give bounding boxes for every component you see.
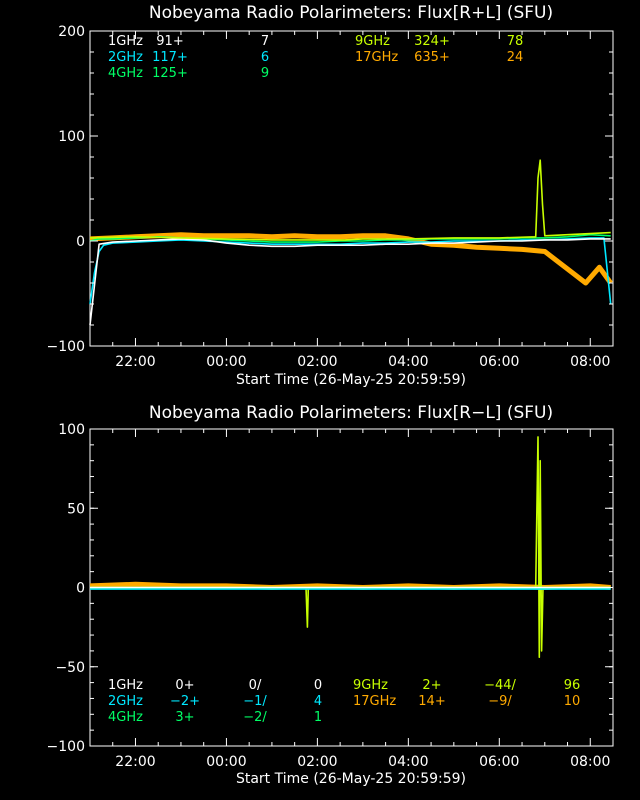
y-tick-label: 0 <box>76 234 85 250</box>
x-tick-label: 00:00 <box>206 754 246 770</box>
series-line-17ghz <box>89 232 613 286</box>
x-tick-label: 08:00 <box>570 754 610 770</box>
series-line-1ghz <box>89 238 611 326</box>
legend-value: −2/ <box>243 710 267 725</box>
legend-extra: 10 <box>564 694 581 709</box>
legend-band: 9GHz <box>353 678 388 693</box>
axis-layer: 22:00 00:00 02:00 04:00 06:00 08:00 200 100 0 −10… <box>47 24 613 370</box>
x-tick-label: 06:00 <box>479 754 519 770</box>
legend-band: 4GHz <box>108 710 143 725</box>
legend-value: −9/ <box>488 694 512 709</box>
x-tick-label: 08:00 <box>570 354 610 370</box>
legend-band: 4GHz <box>108 66 143 81</box>
y-tick-label: 200 <box>58 24 85 40</box>
legend-extra: 0 <box>314 678 322 693</box>
y-tick-label: 100 <box>58 422 85 438</box>
legend-value: 78 <box>507 34 524 49</box>
legend-value: 6 <box>261 50 269 65</box>
legend-base: 2+ <box>422 678 441 693</box>
chart-title: Nobeyama Radio Polarimeters: Flux[R−L] (… <box>149 403 553 423</box>
y-tick-label: −50 <box>55 660 85 676</box>
legend: 1GHz 91+ 7 2GHz 117+ 6 4GHz 125+ 9 9GHz 324+ 78 17GH… <box>108 34 523 81</box>
legend-value: 0/ <box>249 678 262 693</box>
x-axis-label: Start Time (26-May-25 20:59:59) <box>236 372 466 388</box>
legend-base: 91+ <box>156 34 183 49</box>
series-line-9ghz <box>90 436 611 659</box>
y-tick-label: 0 <box>76 581 85 597</box>
x-tick-label: 02:00 <box>297 354 337 370</box>
chart-title: Nobeyama Radio Polarimeters: Flux[R+L] (… <box>149 3 553 23</box>
legend-band: 1GHz <box>108 678 143 693</box>
legend-base: 3+ <box>175 710 194 725</box>
legend-base: 125+ <box>152 66 188 81</box>
x-tick-label: 04:00 <box>388 754 428 770</box>
legend-base: 0+ <box>175 678 194 693</box>
x-tick-label: 04:00 <box>388 354 428 370</box>
x-tick-label: 06:00 <box>479 354 519 370</box>
legend-base: 635+ <box>414 50 450 65</box>
legend-band: 1GHz <box>108 34 143 49</box>
legend-value: 9 <box>261 66 269 81</box>
x-tick-label: 22:00 <box>115 754 155 770</box>
legend-band: 9GHz <box>355 34 390 49</box>
x-tick-label: 22:00 <box>115 354 155 370</box>
legend-value: 24 <box>507 50 524 65</box>
x-tick-label: 00:00 <box>206 354 246 370</box>
chart-flux-sum: Nobeyama Radio Polarimeters: Flux[R+L] (… <box>47 3 614 388</box>
x-axis-label: Start Time (26-May-25 20:59:59) <box>236 771 466 787</box>
legend: 1GHz 0+ 0/0 2GHz −2+ −1/4 4GHz 3+ −2/1 9GHz 2+ −44/… <box>108 678 580 725</box>
legend-base: −2+ <box>170 694 200 709</box>
legend-base: 14+ <box>418 694 445 709</box>
legend-extra: 96 <box>564 678 581 693</box>
series-line-9ghz <box>89 159 611 241</box>
y-tick-label: 50 <box>67 501 85 517</box>
legend-value: −44/ <box>484 678 516 693</box>
legend-base: 117+ <box>152 50 188 65</box>
legend-extra: 4 <box>314 694 322 709</box>
legend-extra: 1 <box>314 710 322 725</box>
legend-value: −1/ <box>243 694 267 709</box>
legend-value: 7 <box>261 34 269 49</box>
series-line-2ghz <box>89 237 612 305</box>
legend-base: 324+ <box>414 34 450 49</box>
axis-layer: 22:00 00:00 02:00 04:00 06:00 08:00100500−50−… <box>47 422 613 770</box>
series-layer <box>89 436 611 659</box>
x-tick-label: 02:00 <box>297 754 337 770</box>
y-tick-label: −100 <box>47 739 85 755</box>
chart-flux-difference: Nobeyama Radio Polarimeters: Flux[R−L] (… <box>47 403 614 787</box>
y-tick-label: −100 <box>47 339 85 355</box>
legend-band: 2GHz <box>108 50 143 65</box>
y-tick-label: 100 <box>58 129 85 145</box>
legend-band: 17GHz <box>353 694 396 709</box>
plot-frame <box>89 30 614 347</box>
legend-band: 17GHz <box>355 50 398 65</box>
legend-band: 2GHz <box>108 694 143 709</box>
series-layer <box>89 159 613 326</box>
